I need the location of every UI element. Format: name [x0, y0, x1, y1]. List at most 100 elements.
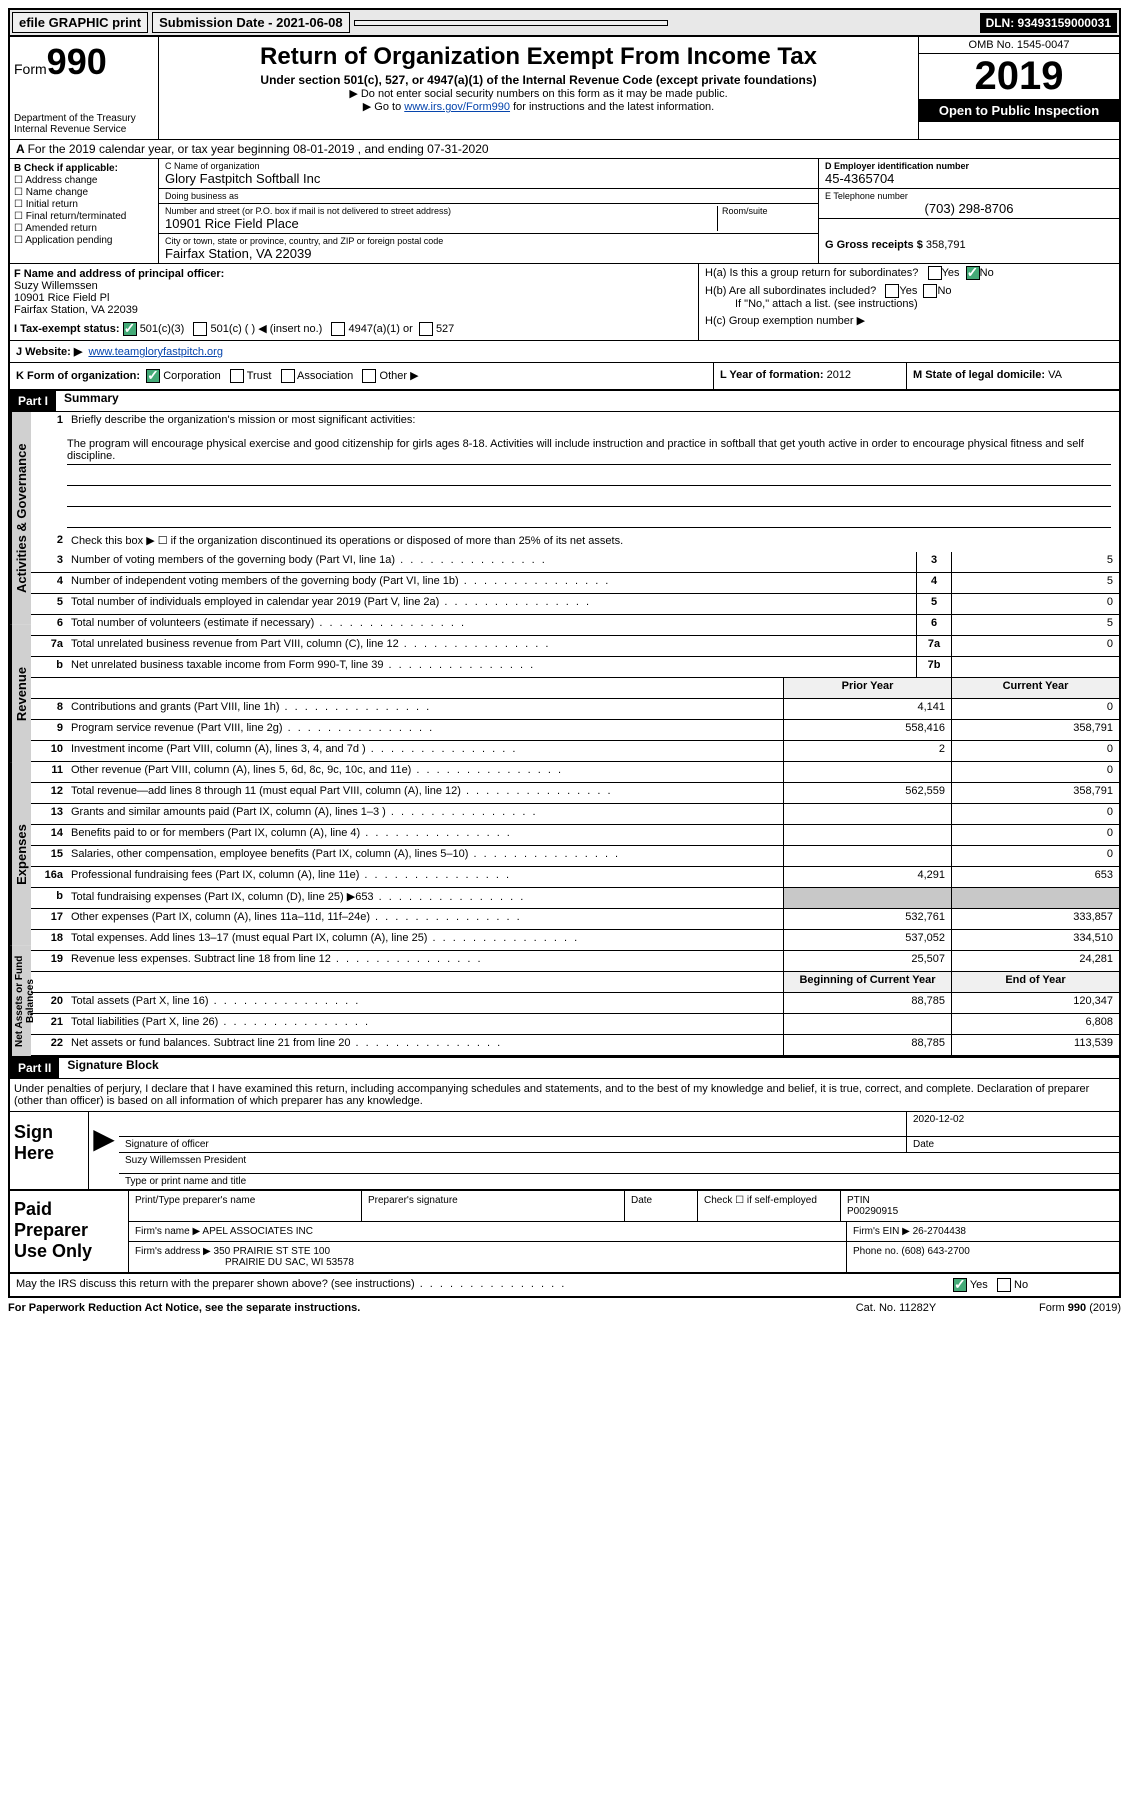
- irs-link[interactable]: www.irs.gov/Form990: [404, 101, 510, 113]
- rev-header: Prior Year Current Year: [31, 678, 1119, 699]
- summary-line: bNet unrelated business taxable income f…: [31, 657, 1119, 678]
- box-b-title: B Check if applicable:: [14, 163, 118, 174]
- website-link[interactable]: www.teamgloryfastpitch.org: [88, 346, 223, 358]
- summary-line: 17Other expenses (Part IX, column (A), l…: [31, 909, 1119, 930]
- box-f: F Name and address of principal officer:…: [10, 264, 699, 340]
- col-prior: Prior Year: [783, 678, 951, 698]
- org-name-cell: C Name of organization Glory Fastpitch S…: [159, 159, 818, 189]
- ein-value: 45-4365704: [825, 171, 1113, 186]
- website-row: J Website: ▶ www.teamgloryfastpitch.org: [10, 341, 1119, 363]
- footer-left: For Paperwork Reduction Act Notice, see …: [8, 1302, 821, 1314]
- gross-value: 358,791: [926, 239, 966, 251]
- cb-527[interactable]: [419, 322, 433, 336]
- hb-yes[interactable]: [885, 284, 899, 298]
- sig-line-1-labels: Signature of officer Date: [119, 1137, 1119, 1153]
- summary-line: bTotal fundraising expenses (Part IX, co…: [31, 888, 1119, 909]
- cb-amended[interactable]: ☐ Amended return: [14, 223, 154, 234]
- opt-trust: Trust: [247, 370, 272, 382]
- prep-row-2: Firm's name ▶ APEL ASSOCIATES INC Firm's…: [129, 1222, 1119, 1242]
- h-a: H(a) Is this a group return for subordin…: [699, 264, 1119, 282]
- state-domicile: VA: [1048, 369, 1062, 381]
- discuss-no[interactable]: [997, 1278, 1011, 1292]
- efile-button[interactable]: efile GRAPHIC print: [12, 12, 148, 33]
- ptin-label: PTIN: [847, 1195, 870, 1206]
- sign-here-label: Sign Here: [10, 1112, 89, 1189]
- opt-other: Other ▶: [380, 370, 419, 382]
- discuss-yes[interactable]: [953, 1278, 967, 1292]
- gross-cell: G Gross receipts $ 358,791: [819, 219, 1119, 253]
- prep-name-label: Print/Type preparer's name: [129, 1191, 362, 1221]
- header-right: OMB No. 1545-0047 2019 Open to Public In…: [918, 37, 1119, 139]
- summary-line: 20Total assets (Part X, line 16)88,78512…: [31, 993, 1119, 1014]
- summary-line: 7aTotal unrelated business revenue from …: [31, 636, 1119, 657]
- cb-initial-return[interactable]: ☐ Initial return: [14, 199, 154, 210]
- city-value: Fairfax Station, VA 22039: [165, 246, 812, 261]
- cb-corp[interactable]: [146, 369, 160, 383]
- ssn-note: Do not enter social security numbers on …: [163, 87, 914, 100]
- prep-phone: (608) 643-2700: [901, 1246, 969, 1257]
- ein-cell: D Employer identification number 45-4365…: [819, 159, 1119, 189]
- cb-name-change[interactable]: ☐ Name change: [14, 187, 154, 198]
- vtab-revenue: Revenue: [10, 624, 31, 763]
- no-label: No: [980, 267, 994, 279]
- yes-label: Yes: [942, 267, 960, 279]
- box-b: B Check if applicable: ☐ Address change …: [10, 159, 159, 263]
- k-label: K Form of organization:: [16, 370, 140, 382]
- footer-right: Form 990 (2019): [971, 1302, 1121, 1314]
- phone-cell: E Telephone number (703) 298-8706: [819, 189, 1119, 219]
- form-subtitle: Under section 501(c), 527, or 4947(a)(1)…: [163, 73, 914, 87]
- no-label: No: [1014, 1279, 1028, 1291]
- cb-app-pending[interactable]: ☐ Application pending: [14, 235, 154, 246]
- open-inspection: Open to Public Inspection: [919, 99, 1119, 122]
- room-label: Room/suite: [717, 206, 812, 231]
- yes-label: Yes: [970, 1279, 988, 1291]
- prep-phone-label: Phone no.: [853, 1246, 899, 1257]
- cb-label: Application pending: [25, 235, 112, 246]
- sig-line-2: Suzy Willemssen President: [119, 1153, 1119, 1174]
- officer-addr1: 10901 Rice Field Pl: [14, 292, 109, 304]
- part2-header-row: Part II Signature Block: [10, 1058, 1119, 1079]
- ha-text: H(a) Is this a group return for subordin…: [705, 267, 918, 279]
- header-left: Form990 Department of the Treasury Inter…: [10, 37, 159, 139]
- m-label: M State of legal domicile:: [913, 369, 1045, 381]
- sign-here-block: Sign Here ▶ 2020-12-02 Signature of offi…: [10, 1112, 1119, 1191]
- cb-4947[interactable]: [331, 322, 345, 336]
- line-2: 2 Check this box ▶ ☐ if the organization…: [31, 532, 1119, 552]
- spacer: [354, 20, 668, 26]
- summary-line: 11Other revenue (Part VIII, column (A), …: [31, 762, 1119, 783]
- officer-name-title: Suzy Willemssen President: [119, 1153, 1119, 1173]
- form-number: 990: [47, 41, 107, 82]
- summary-line: 3Number of voting members of the governi…: [31, 552, 1119, 573]
- ha-no[interactable]: [966, 266, 980, 280]
- cb-assoc[interactable]: [281, 369, 295, 383]
- cb-label: Address change: [25, 175, 97, 186]
- summary-line: 10Investment income (Part VIII, column (…: [31, 741, 1119, 762]
- vtab-governance: Activities & Governance: [10, 412, 31, 624]
- gross-label: G Gross receipts $: [825, 239, 923, 251]
- section-bcdeg: B Check if applicable: ☐ Address change …: [10, 159, 1119, 264]
- firm-addr-label: Firm's address ▶: [135, 1246, 211, 1257]
- sig-line-2-labels: Type or print name and title: [119, 1174, 1119, 1189]
- org-name: Glory Fastpitch Softball Inc: [165, 171, 812, 186]
- prep-self-emp[interactable]: Check ☐ if self-employed: [698, 1191, 841, 1221]
- paid-preparer-label: Paid Preparer Use Only: [10, 1191, 129, 1272]
- footer-cat: Cat. No. 11282Y: [821, 1302, 971, 1314]
- cb-final-return[interactable]: ☐ Final return/terminated: [14, 211, 154, 222]
- vtab-expenses: Expenses: [10, 763, 31, 946]
- cb-501c3[interactable]: [123, 322, 137, 336]
- mission-text: The program will encourage physical exer…: [67, 436, 1111, 465]
- phone-value: (703) 298-8706: [825, 201, 1113, 216]
- prep-row-3: Firm's address ▶ 350 PRAIRIE ST STE 100 …: [129, 1242, 1119, 1272]
- cb-trust[interactable]: [230, 369, 244, 383]
- prep-body: Print/Type preparer's name Preparer's si…: [129, 1191, 1119, 1272]
- discuss-row: May the IRS discuss this return with the…: [10, 1274, 1119, 1296]
- ha-yes[interactable]: [928, 266, 942, 280]
- hb-no[interactable]: [923, 284, 937, 298]
- year-formation: 2012: [827, 369, 851, 381]
- cb-address-change[interactable]: ☐ Address change: [14, 175, 154, 186]
- cb-501c[interactable]: [193, 322, 207, 336]
- summary-line: 21Total liabilities (Part X, line 26)6,8…: [31, 1014, 1119, 1035]
- addr-cell: Number and street (or P.O. box if mail i…: [159, 204, 818, 234]
- cb-other[interactable]: [362, 369, 376, 383]
- no-label: No: [937, 285, 951, 297]
